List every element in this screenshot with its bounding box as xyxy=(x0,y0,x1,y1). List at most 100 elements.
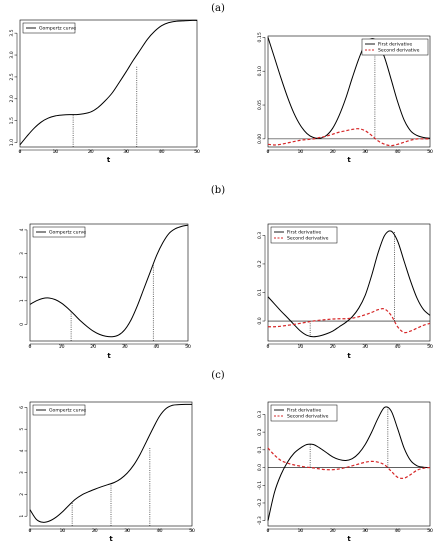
x-tick-label: 10 xyxy=(297,149,303,155)
y-tick-label: 2.0 xyxy=(9,95,15,102)
x-tick-label: 20 xyxy=(330,149,336,155)
x-tick-label: 50 xyxy=(189,528,195,534)
x-tick-label: 0 xyxy=(267,528,270,534)
legend: Gompertz curve xyxy=(32,226,86,238)
x-tick-label: 30 xyxy=(362,149,368,155)
x-tick-label: 0 xyxy=(267,149,270,155)
x-tick-label: 40 xyxy=(395,528,401,534)
x-tick-label: 10 xyxy=(52,149,58,155)
plot-frame xyxy=(267,35,431,148)
y-tick-label: 3.0 xyxy=(9,51,15,58)
x-tick-label: 10 xyxy=(297,528,303,534)
y-tick-label: 0.1 xyxy=(257,446,263,453)
chart-a-left: 0 10 20 30 40 50 t 1.0 1.5 2.0 2.5 3.0 3.5 Gompertz c… xyxy=(9,19,200,164)
series-line-gompertz-curve xyxy=(29,403,193,523)
y-tick-label: 0.3 xyxy=(257,232,263,239)
legend-label: First derivative xyxy=(378,42,412,48)
series-line-first-derivative xyxy=(267,406,431,521)
x-tick-label: 40 xyxy=(157,528,163,534)
x-tick-label: 10 xyxy=(59,344,65,350)
y-tick-label: 0.00 xyxy=(257,134,263,144)
y-tick-label: 1 xyxy=(19,515,25,518)
legend-label: Gompertz curve xyxy=(39,26,76,32)
x-tick-label: 0 xyxy=(29,344,32,350)
panel-label-c: (c) xyxy=(211,370,225,381)
plot-frame xyxy=(19,19,198,148)
x-tick-label: 40 xyxy=(159,149,165,155)
x-tick-label: 10 xyxy=(297,344,303,350)
series-line-gompertz-curve xyxy=(19,19,198,146)
x-tick-label: 20 xyxy=(90,344,96,350)
y-tick-label: 3 xyxy=(19,471,25,474)
x-tick-label: 40 xyxy=(395,344,401,350)
plot-frame xyxy=(29,223,189,342)
legend-box xyxy=(32,404,86,416)
chart-c-left: 0 10 20 30 40 50 t 1 2 3 4 5 6 Gompertz curve xyxy=(19,401,195,543)
y-tick-label: 0.0 xyxy=(257,464,263,471)
plot-frame xyxy=(267,223,431,342)
x-tick-label: 40 xyxy=(153,344,159,350)
x-tick-label: 50 xyxy=(185,344,191,350)
x-axis-label: t xyxy=(347,535,351,543)
x-tick-label: 50 xyxy=(427,149,433,155)
plot-frame xyxy=(267,401,431,527)
y-tick-label: 0.15 xyxy=(257,32,263,42)
y-tick-label: 0.10 xyxy=(257,66,263,76)
x-tick-label: 20 xyxy=(88,149,94,155)
x-tick-label: 40 xyxy=(395,149,401,155)
x-axis-label: t xyxy=(107,156,111,164)
chart-a-right: 0 10 20 30 40 50 t 0.00 0.05 0.10 0.15 First deriva… xyxy=(257,32,433,164)
x-axis-label: t xyxy=(109,535,113,543)
y-tick-label: 4 xyxy=(19,228,25,231)
chart-b-left: 0 10 20 30 40 50 t 0 1 2 3 4 Gompertz curve xyxy=(19,223,191,360)
legend-label: Second derivative xyxy=(287,414,329,420)
chart-c-right: 0 10 20 30 40 50 t -0.3 -0.2 -0.1 0.0 0.1 0.2 0.3 Firs… xyxy=(257,401,433,543)
x-tick-label: 0 xyxy=(267,344,270,350)
y-tick-label: 6 xyxy=(19,406,25,409)
y-tick-label: 0 xyxy=(19,323,25,326)
x-axis-label: t xyxy=(107,352,111,360)
legend: Gompertz curve xyxy=(22,22,76,34)
x-tick-label: 50 xyxy=(427,344,433,350)
y-tick-label: 0.1 xyxy=(257,289,263,296)
x-tick-label: 30 xyxy=(122,344,128,350)
y-tick-label: 0.2 xyxy=(257,428,263,435)
x-tick-label: 50 xyxy=(427,528,433,534)
legend-box xyxy=(22,22,76,34)
legend: Gompertz curve xyxy=(32,404,86,416)
x-tick-label: 0 xyxy=(19,149,22,155)
x-tick-label: 20 xyxy=(92,528,98,534)
y-tick-label: -0.3 xyxy=(257,516,263,525)
series-line-first-derivative xyxy=(267,230,431,338)
y-tick-label: 0.0 xyxy=(257,317,263,324)
series-line-second-derivative xyxy=(267,447,431,479)
y-tick-label: 2 xyxy=(19,493,25,496)
x-axis-label: t xyxy=(347,352,351,360)
chart-b-right: 0 10 20 30 40 50 t 0.0 0.1 0.2 0.3 First derivative… xyxy=(257,223,433,360)
y-tick-label: 3 xyxy=(19,252,25,255)
x-tick-label: 30 xyxy=(362,528,368,534)
series-line-gompertz-curve xyxy=(29,224,189,338)
x-tick-label: 10 xyxy=(59,528,65,534)
legend-box xyxy=(270,226,338,244)
y-tick-label: -0.1 xyxy=(257,481,263,490)
y-tick-label: 1.0 xyxy=(9,139,15,146)
y-tick-label: 2 xyxy=(19,276,25,279)
x-tick-label: 20 xyxy=(330,344,336,350)
legend-label: First derivative xyxy=(287,230,321,236)
x-axis-label: t xyxy=(347,156,351,164)
x-tick-label: 20 xyxy=(330,528,336,534)
y-tick-label: 2.5 xyxy=(9,73,15,80)
x-tick-label: 0 xyxy=(29,528,32,534)
legend-label: Second derivative xyxy=(287,236,329,242)
y-tick-label: -0.2 xyxy=(257,498,263,507)
legend-box xyxy=(270,404,338,422)
legend-box xyxy=(361,38,429,56)
legend-label: Second derivative xyxy=(378,48,420,54)
legend-box xyxy=(32,226,86,238)
